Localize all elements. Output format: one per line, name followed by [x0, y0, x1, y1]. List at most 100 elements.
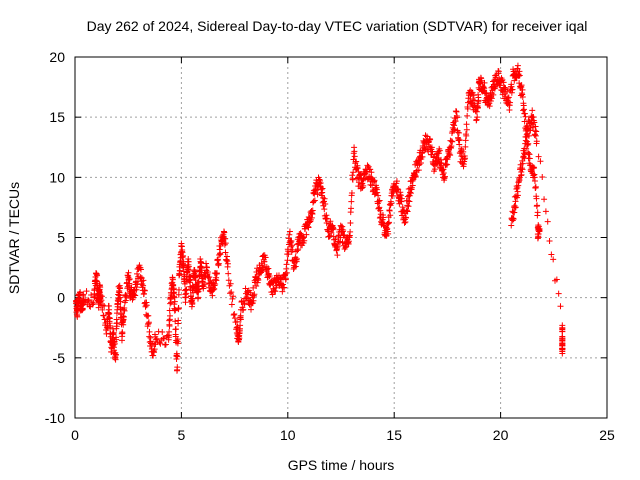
data-point-trail [348, 205, 355, 212]
data-point-trail [349, 176, 356, 183]
x-tick-label: 10 [280, 427, 296, 443]
data-point-trail [389, 192, 396, 199]
data-point-trail [172, 326, 179, 333]
data-point-trail [159, 329, 166, 336]
data-point-trail [519, 93, 526, 100]
data-point-trail [334, 245, 341, 252]
data-point-trail [85, 297, 92, 304]
data-point-trail [351, 153, 358, 160]
data-point-trail [77, 289, 84, 296]
data-point-trail [204, 269, 211, 276]
data-point-trail [128, 284, 135, 291]
data-point-trail [455, 129, 462, 136]
data-point-trail [371, 177, 378, 184]
data-point-trail [166, 307, 173, 314]
data-point-trail [347, 228, 354, 235]
y-tick-label: 20 [49, 49, 65, 65]
data-point-trail [548, 251, 555, 258]
data-point-trail [559, 345, 566, 352]
data-point-trail [140, 277, 147, 284]
data-point-trail [529, 107, 536, 114]
data-point-trail [160, 335, 167, 342]
data-point-trail [397, 189, 404, 196]
data-point-trail [221, 229, 228, 236]
data-point-trail [161, 335, 168, 342]
data-point-trail [444, 161, 451, 168]
data-point-trail [462, 137, 469, 144]
data-point-trail [311, 197, 318, 204]
data-point-trail [518, 171, 525, 178]
data-point-trail [553, 276, 560, 283]
data-point-trail [296, 238, 303, 245]
data-point-trail [386, 201, 393, 208]
data-point-trail [251, 291, 258, 298]
data-point-trail [508, 83, 515, 90]
data-point-trail [462, 143, 469, 150]
data-point-trail [397, 192, 404, 199]
data-point-trail [342, 244, 349, 251]
y-tick-label: -10 [45, 410, 65, 426]
data-point-trail [334, 252, 341, 259]
data-point-trail [464, 112, 471, 119]
data-point-trail [253, 282, 260, 289]
data-point-trail [272, 288, 279, 295]
data-point-trail [133, 284, 140, 291]
y-tick-label: 15 [49, 109, 65, 125]
data-point-trail [470, 92, 477, 99]
data-point-trail [174, 353, 181, 360]
data-point-trail [522, 137, 529, 144]
data-point-trail [119, 330, 126, 337]
data-point [376, 204, 383, 211]
data-point-trail [499, 76, 506, 83]
x-tick-label: 15 [386, 427, 402, 443]
data-point-trail [388, 200, 395, 207]
data-point-trail [339, 223, 346, 230]
data-point-trail [237, 322, 244, 329]
data-point-trail [227, 290, 234, 297]
data-point-trail [116, 284, 123, 291]
data-point-trail [407, 190, 414, 197]
data-point-trail [166, 323, 173, 330]
data-point-trail [231, 310, 238, 317]
data-point-trail [348, 189, 355, 196]
data-point-trail [312, 187, 319, 194]
data-point-trail [230, 311, 237, 318]
data-point-trail [171, 289, 178, 296]
data-point-trail [537, 158, 544, 165]
data-point-trail [367, 166, 374, 173]
y-tick-label: 0 [57, 290, 65, 306]
data-point-trail [206, 274, 213, 281]
data-point [140, 282, 147, 289]
data-point-trail [82, 296, 89, 303]
data-point-trail [533, 195, 540, 202]
data-point-trail [97, 298, 104, 305]
data-point-trail [145, 312, 152, 319]
data-point-trail [151, 346, 158, 353]
data-point-trail [519, 86, 526, 93]
data-point-trail [303, 231, 310, 238]
data-point-trail [406, 198, 413, 205]
data-point-trail [217, 251, 224, 258]
data-point-trail [145, 319, 152, 326]
data-point-trail [462, 155, 469, 162]
data-point-trail [121, 307, 128, 314]
data-point-trail [120, 313, 127, 320]
data-point [225, 270, 232, 277]
data-point-trail [523, 145, 530, 152]
data-point-trail [500, 79, 507, 86]
data-point-trail [505, 94, 512, 101]
data-point-trail [475, 97, 482, 104]
data-point-trail [213, 277, 220, 284]
data-point-trail [134, 270, 141, 277]
data-point-trail [222, 240, 229, 247]
data-point-trail [510, 216, 517, 223]
data-point-trail [474, 104, 481, 111]
data-point-trail [330, 225, 337, 232]
data-point [169, 276, 176, 283]
data-point-trail [86, 302, 93, 309]
data-point-trail [404, 208, 411, 215]
data-point-trail [464, 105, 471, 112]
data-point-trail [535, 233, 542, 240]
data-point-trail [514, 192, 521, 199]
data-point-trail [524, 138, 531, 145]
